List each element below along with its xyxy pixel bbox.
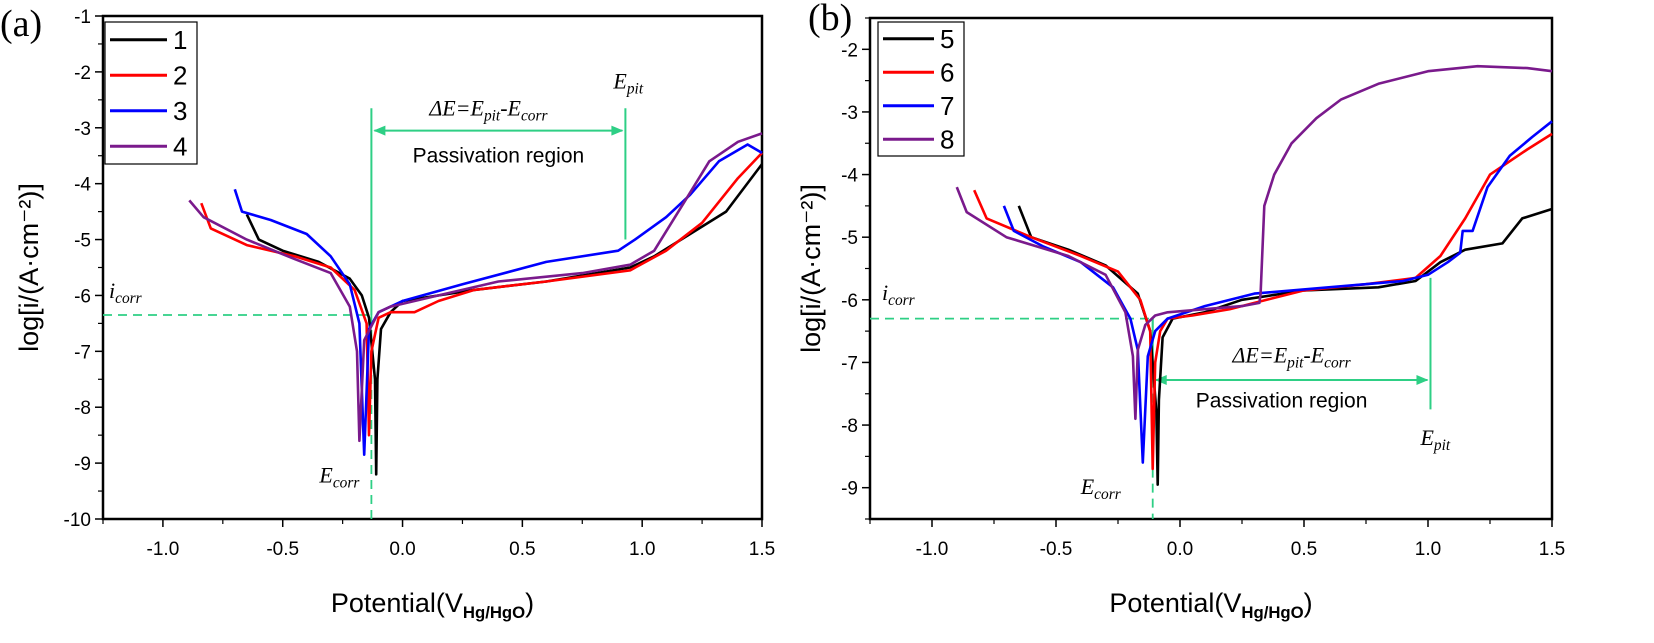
panel-label: (a) bbox=[0, 3, 42, 45]
y-tick-label: -4 bbox=[841, 166, 858, 187]
y-tick-label: -2 bbox=[74, 63, 91, 84]
y-tick-label: -6 bbox=[841, 291, 858, 312]
delta-e-label-part: ΔE=E bbox=[1232, 342, 1288, 367]
legend-label-6: 6 bbox=[940, 57, 954, 87]
x-tick-label: 0.5 bbox=[509, 539, 535, 560]
i-corr-label-subscript: corr bbox=[888, 291, 916, 308]
y-tick-label: -6 bbox=[74, 286, 91, 307]
y-tick-label: -9 bbox=[841, 479, 858, 500]
delta-e-label-subscript: pit bbox=[1286, 354, 1304, 371]
x-tick-label: -1.0 bbox=[147, 539, 180, 560]
panel-b: (b) -1.0 -0.5 0.0 0.5 1.0 1.5 -2 -3 -4 -5 -6 -7 -8 -9 P… bbox=[796, 0, 1565, 622]
legend-box bbox=[104, 21, 198, 165]
delta-e-label: ΔE=Epit-Ecorr bbox=[1232, 342, 1352, 371]
y-tick-label: -2 bbox=[841, 40, 858, 61]
e-corr-label-subscript: corr bbox=[333, 474, 361, 491]
delta-e-label-part: ΔE=E bbox=[428, 95, 484, 120]
passivation-region-label: Passivation region bbox=[1196, 390, 1368, 413]
e-pit-label-subscript: pit bbox=[626, 80, 644, 97]
series-line-3 bbox=[233, 143, 763, 456]
delta-e-label-part: -E bbox=[1303, 342, 1324, 367]
legend: 56 78 bbox=[877, 21, 965, 157]
x-tick-label: 0.0 bbox=[389, 539, 415, 560]
delta-e-label-subscript: corr bbox=[1324, 354, 1352, 371]
y-tick-label: -9 bbox=[74, 454, 91, 475]
series-line-2 bbox=[200, 152, 763, 437]
x-tick-label: 0.0 bbox=[1167, 539, 1193, 560]
e-pit-label-part: E bbox=[612, 69, 627, 94]
delta-e-label: ΔE=Epit-Ecorr bbox=[428, 95, 548, 124]
legend-label-2: 2 bbox=[173, 60, 187, 90]
panel-label: (b) bbox=[808, 0, 852, 39]
x-tick-label: 0.5 bbox=[1291, 539, 1317, 560]
e-pit-label: Epit bbox=[612, 69, 643, 98]
x-tick-label: 1.0 bbox=[1415, 539, 1441, 560]
plot-frame bbox=[101, 14, 764, 521]
arrow-head-right-icon bbox=[1416, 374, 1429, 385]
delta-e-label-part: -E bbox=[500, 95, 521, 120]
e-corr-label-part: E bbox=[318, 463, 333, 488]
arrow-head-right-icon bbox=[611, 125, 624, 136]
y-tick-label: -3 bbox=[841, 103, 858, 124]
y-tick-label: -7 bbox=[841, 353, 858, 374]
y-tick-label: -7 bbox=[74, 342, 91, 363]
i-corr-label-subscript: corr bbox=[115, 290, 143, 307]
legend-label-7: 7 bbox=[940, 91, 954, 121]
y-axis-title: log[i/(A·cm⁻²)] bbox=[796, 184, 826, 353]
e-corr-label: Ecorr bbox=[318, 463, 360, 492]
x-tick-label: -1.0 bbox=[916, 539, 949, 560]
x-axis-title: Potential(VHg/HgO) bbox=[331, 588, 534, 622]
series-line-1 bbox=[245, 163, 764, 476]
x-axis-title-end: ) bbox=[525, 588, 534, 618]
i-corr-label-part: i bbox=[882, 280, 888, 305]
e-corr-label-subscript: corr bbox=[1094, 485, 1122, 502]
x-axis-title-main: Potential(V bbox=[1109, 588, 1241, 618]
e-pit-label-subscript: pit bbox=[1433, 437, 1451, 454]
delta-e-label-subscript: corr bbox=[521, 107, 549, 124]
legend-label-3: 3 bbox=[173, 96, 187, 126]
x-tick-label: 1.0 bbox=[629, 539, 655, 560]
series-line-6 bbox=[973, 132, 1553, 471]
arrow-head-left-icon bbox=[373, 125, 386, 136]
y-tick-label: -3 bbox=[74, 119, 91, 140]
x-tick-label: -0.5 bbox=[1040, 539, 1073, 560]
x-tick-label: -0.5 bbox=[266, 539, 299, 560]
x-axis-title: Potential(VHg/HgO) bbox=[1109, 588, 1312, 622]
y-tick-label: -4 bbox=[74, 175, 91, 196]
x-axis-title-subscript: Hg/HgO bbox=[463, 603, 525, 622]
legend: 1 2 3 4 bbox=[104, 21, 198, 165]
e-corr-label-part: E bbox=[1080, 474, 1095, 499]
e-pit-label: Epit bbox=[1419, 425, 1450, 454]
x-tick-label: 1.5 bbox=[749, 539, 775, 560]
legend-box bbox=[877, 21, 965, 157]
legend-label-4: 4 bbox=[173, 131, 187, 161]
passivation-region-label: Passivation region bbox=[413, 144, 585, 167]
i-corr-label: icorr bbox=[109, 278, 143, 307]
y-tick-label: -5 bbox=[74, 231, 91, 252]
legend-label-8: 8 bbox=[940, 124, 954, 154]
i-corr-label-part: i bbox=[109, 278, 115, 303]
legend-label-5: 5 bbox=[940, 24, 954, 54]
y-tick-label: -8 bbox=[841, 416, 858, 437]
panel-a: (a) -1.0 -0.5 0.0 0.5 1.0 1.5 -1 -2 -3 -4 -5 -6 -7 -8 -… bbox=[0, 3, 775, 622]
y-axis-title: log[i/(A·cm⁻²)] bbox=[14, 183, 44, 352]
x-axis-title-end: ) bbox=[1304, 588, 1313, 618]
series-line-8 bbox=[955, 64, 1553, 421]
legend-label-1: 1 bbox=[173, 25, 187, 55]
y-tick-label: -5 bbox=[841, 228, 858, 249]
series-line-4 bbox=[188, 132, 763, 443]
series-line-7 bbox=[1002, 120, 1553, 464]
x-axis-title-main: Potential(V bbox=[331, 588, 463, 618]
y-tick-label: -10 bbox=[64, 510, 91, 531]
i-corr-label: icorr bbox=[882, 280, 916, 309]
x-axis-title-subscript: Hg/HgO bbox=[1241, 603, 1303, 622]
e-pit-label-part: E bbox=[1419, 425, 1434, 450]
delta-e-label-subscript: pit bbox=[483, 107, 501, 124]
y-tick-label: -8 bbox=[74, 398, 91, 419]
y-tick-label: -1 bbox=[74, 7, 91, 28]
x-tick-label: 1.5 bbox=[1539, 539, 1565, 560]
e-corr-label: Ecorr bbox=[1080, 474, 1122, 503]
